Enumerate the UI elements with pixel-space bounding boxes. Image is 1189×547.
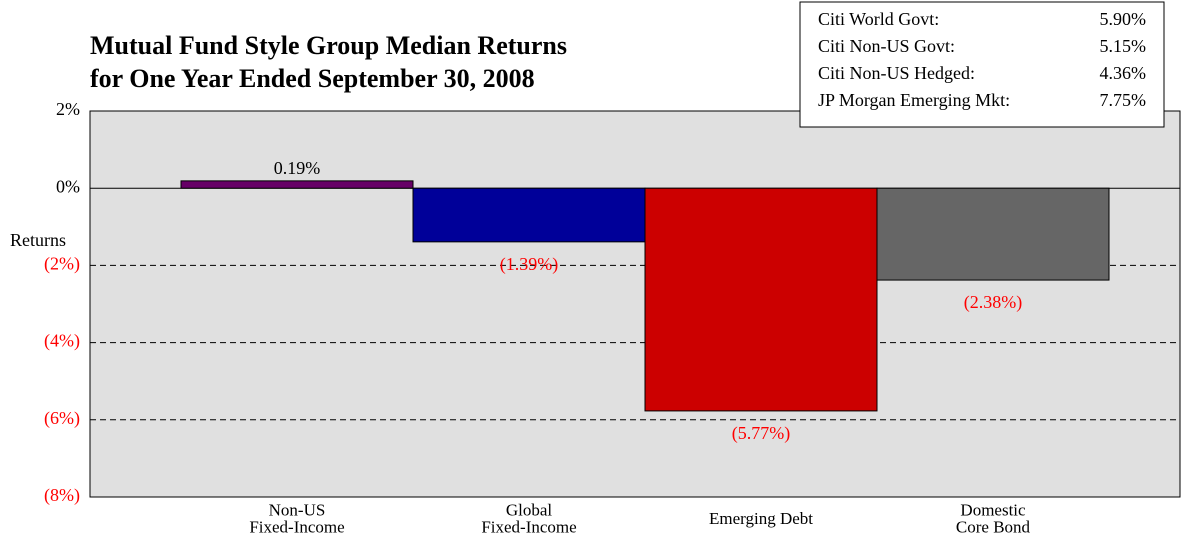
y-tick-label: 2%	[56, 99, 80, 119]
bar	[876, 187, 1110, 281]
x-tick-label: Global	[506, 500, 553, 519]
y-tick-label: 0%	[56, 176, 80, 196]
bar	[180, 180, 414, 189]
x-tick-label: Fixed-Income	[249, 517, 344, 536]
benchmark-value: 5.90%	[1100, 9, 1147, 29]
x-tick-label: Emerging Debt	[709, 509, 813, 528]
chart-title: Mutual Fund Style Group Median Returns	[90, 31, 567, 60]
y-tick-label: (2%)	[44, 254, 80, 275]
benchmark-box	[799, 1, 1165, 128]
y-tick-label: (4%)	[44, 331, 80, 352]
value-label: (1.39%)	[500, 254, 558, 275]
value-label: (2.38%)	[964, 292, 1022, 313]
value-label: 0.19%	[274, 158, 321, 178]
bar	[644, 187, 878, 412]
x-tick-label: Fixed-Income	[481, 517, 576, 536]
benchmark-value: 4.36%	[1100, 63, 1147, 83]
plot-area	[89, 110, 1181, 498]
y-axis-label: Returns	[10, 230, 66, 250]
benchmark-name: Citi Non-US Govt:	[818, 36, 955, 56]
y-tick-label: (8%)	[44, 485, 80, 506]
x-tick-label: Core Bond	[956, 517, 1031, 536]
chart-title: for One Year Ended September 30, 2008	[90, 64, 535, 93]
benchmark-name: Citi World Govt:	[818, 9, 939, 29]
benchmark-name: Citi Non-US Hedged:	[818, 63, 975, 83]
benchmark-value: 7.75%	[1100, 90, 1147, 110]
benchmark-name: JP Morgan Emerging Mkt:	[818, 90, 1010, 110]
benchmark-value: 5.15%	[1100, 36, 1147, 56]
x-tick-label: Domestic	[960, 500, 1026, 519]
x-tick-label: Non-US	[269, 500, 326, 519]
y-tick-label: (6%)	[44, 408, 80, 429]
value-label: (5.77%)	[732, 423, 790, 444]
bar	[412, 187, 646, 243]
